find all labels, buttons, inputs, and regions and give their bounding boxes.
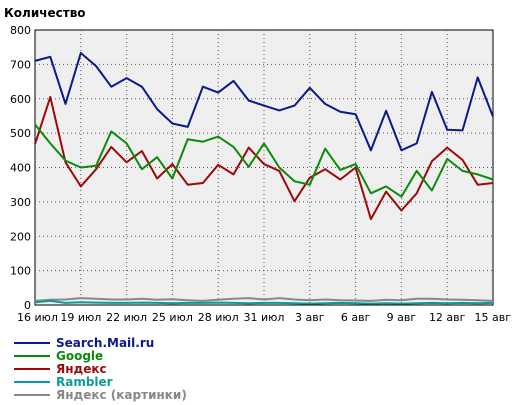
x-tick-label: 12 авг: [429, 311, 466, 324]
x-tick-label: 15 авг: [475, 311, 512, 324]
x-tick-labels: 16 июл 19 июл 22 июл 25 июл 28 июл 31 июл 3 ав…: [17, 311, 511, 324]
series-line-1: [34, 123, 494, 198]
legend-label: Rambler: [56, 375, 113, 389]
x-tick-label: 22 июл: [106, 311, 147, 324]
series-lines: [34, 52, 494, 305]
y-tick-label: 100: [10, 265, 31, 278]
y-tick-label: 600: [10, 93, 31, 106]
x-tick-label: 19 июл: [60, 311, 101, 324]
x-tick-label: 6 авг: [341, 311, 371, 324]
legend-label: Яндекс (картинки): [56, 388, 187, 402]
y-tick-label: 200: [10, 230, 31, 243]
y-tick-labels: 0 100 200 300 400 500 600 700 800: [10, 24, 31, 312]
series-line-3: [34, 299, 494, 305]
y-tick-label: 300: [10, 196, 31, 209]
series-line-4: [34, 297, 494, 302]
y-tick-label: 0: [24, 299, 31, 312]
y-tick-label: 800: [10, 24, 31, 37]
series-line-2: [34, 96, 494, 221]
legend: Search.Mail.ruGoogleЯндексRamblerЯндекс …: [14, 336, 187, 402]
y-tick-label: 400: [10, 162, 31, 175]
legend-label: Google: [56, 349, 103, 363]
x-tick-label: 31 июл: [244, 311, 285, 324]
legend-label: Яндекс: [56, 362, 107, 376]
x-tick-label: 3 авг: [295, 311, 325, 324]
y-tick-label: 700: [10, 58, 31, 71]
y-tick-label: 500: [10, 127, 31, 140]
x-tick-label: 25 июл: [152, 311, 193, 324]
x-tick-label: 28 июл: [198, 311, 239, 324]
x-tick-label: 9 авг: [387, 311, 417, 324]
y-axis-title: Количество: [4, 6, 86, 20]
series-line-0: [34, 52, 494, 152]
x-tick-label: 16 июл: [17, 311, 58, 324]
legend-label: Search.Mail.ru: [56, 336, 154, 350]
grid: [35, 30, 493, 305]
